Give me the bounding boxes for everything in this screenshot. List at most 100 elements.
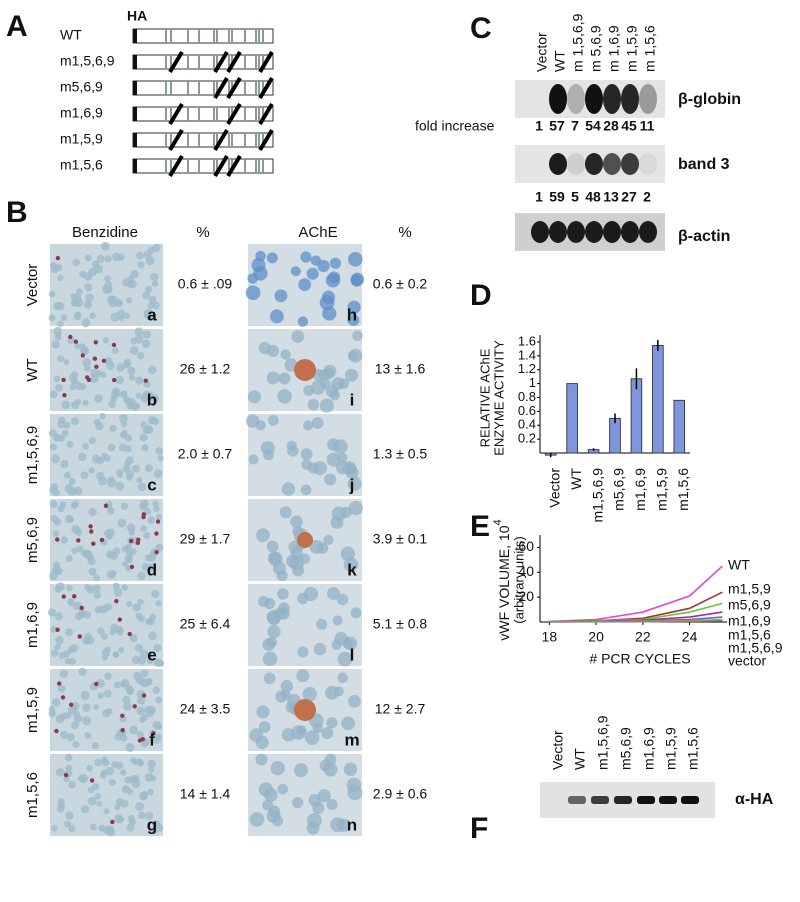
cell bbox=[72, 258, 81, 267]
cell bbox=[51, 825, 58, 832]
domain-stripe bbox=[262, 107, 264, 121]
stained-cell bbox=[55, 627, 60, 632]
stained-cell bbox=[132, 704, 137, 709]
cell bbox=[115, 625, 124, 634]
cell bbox=[319, 295, 335, 311]
cell bbox=[119, 414, 128, 423]
cell bbox=[147, 301, 155, 309]
cell bbox=[139, 649, 149, 659]
y-tick-label: 1.4 bbox=[518, 347, 536, 362]
construct-bar bbox=[132, 132, 274, 148]
cell bbox=[326, 587, 341, 601]
cell bbox=[100, 632, 108, 640]
cell bbox=[149, 613, 157, 620]
cell bbox=[139, 433, 148, 442]
cell bbox=[101, 758, 110, 767]
stained-cell bbox=[94, 364, 99, 370]
cell bbox=[332, 615, 343, 626]
fold-value: 11 bbox=[640, 118, 655, 134]
stained-cell bbox=[55, 537, 60, 542]
cell bbox=[249, 728, 264, 743]
cell bbox=[116, 309, 126, 319]
cell bbox=[152, 820, 161, 829]
cell bbox=[122, 561, 129, 568]
cell bbox=[57, 274, 64, 281]
cell bbox=[326, 799, 338, 811]
cell bbox=[147, 563, 156, 572]
column-header: AChE bbox=[298, 224, 337, 241]
cell bbox=[147, 759, 156, 768]
cell bbox=[59, 669, 69, 679]
cell bbox=[129, 757, 137, 764]
cell bbox=[312, 801, 325, 815]
cell bbox=[87, 796, 97, 806]
cell bbox=[100, 241, 110, 251]
percentage: 14 ± 1.4 bbox=[180, 786, 231, 802]
ha-tag bbox=[133, 29, 137, 43]
blot-label: β-actin bbox=[678, 228, 730, 245]
cell bbox=[57, 684, 66, 693]
domain-stripe bbox=[170, 55, 172, 69]
cell bbox=[77, 774, 86, 782]
domain-stripe bbox=[216, 133, 218, 147]
cell bbox=[120, 678, 130, 687]
y-tick-label: 60 bbox=[518, 538, 534, 554]
cell bbox=[108, 778, 116, 786]
cell bbox=[50, 514, 58, 523]
cell bbox=[144, 773, 154, 782]
percentage: 24 ± 3.5 bbox=[180, 701, 231, 717]
mutation-mark bbox=[213, 128, 229, 152]
cell bbox=[84, 731, 92, 740]
percentage: 0.6 ± .09 bbox=[178, 276, 233, 292]
domain-stripe bbox=[216, 29, 218, 43]
mutation-mark bbox=[226, 76, 242, 100]
cell bbox=[310, 255, 322, 266]
cell bbox=[270, 761, 285, 776]
cell bbox=[66, 441, 74, 449]
fold-value: 28 bbox=[603, 118, 619, 134]
band bbox=[639, 84, 657, 114]
cell bbox=[59, 501, 67, 508]
cell bbox=[88, 507, 97, 517]
fold-value: 2 bbox=[643, 189, 651, 205]
cell bbox=[65, 811, 74, 820]
domain-stripe bbox=[165, 133, 167, 147]
cell bbox=[253, 266, 268, 281]
cell bbox=[279, 506, 292, 519]
panel-letter: c bbox=[147, 475, 156, 494]
domain-stripe bbox=[258, 29, 260, 43]
cell bbox=[341, 716, 356, 731]
domain-stripe bbox=[198, 133, 200, 147]
cell bbox=[348, 348, 363, 363]
cell bbox=[300, 448, 313, 461]
cell bbox=[268, 805, 281, 818]
stained-cell bbox=[68, 334, 73, 340]
cell bbox=[81, 318, 91, 328]
cell bbox=[300, 484, 312, 496]
y-axis-label: RELATIVE AChE bbox=[477, 348, 492, 447]
domain-stripe bbox=[213, 29, 215, 43]
cell bbox=[107, 443, 116, 452]
cell bbox=[102, 337, 109, 344]
series-line bbox=[549, 591, 723, 623]
cell bbox=[51, 698, 61, 707]
cell bbox=[274, 289, 288, 303]
band bbox=[637, 796, 655, 804]
panel-letter: l bbox=[350, 645, 355, 664]
lane-label: WT bbox=[572, 748, 588, 770]
lane-label: Vector bbox=[534, 32, 550, 72]
mutation-mark bbox=[258, 50, 274, 74]
stained-cell bbox=[99, 537, 105, 543]
cell bbox=[103, 689, 112, 698]
cell bbox=[155, 543, 164, 552]
cell bbox=[71, 524, 80, 534]
cell bbox=[293, 763, 309, 778]
series-label: m1,5,6 bbox=[728, 627, 771, 643]
domain-stripe bbox=[228, 55, 230, 69]
cell bbox=[111, 761, 119, 769]
cell bbox=[145, 554, 152, 561]
y-axis-label-main: vWF VOLUME, 10 bbox=[496, 525, 512, 640]
cell bbox=[343, 762, 358, 776]
cell bbox=[63, 471, 71, 479]
y-tick-label: 0.6 bbox=[518, 403, 536, 418]
